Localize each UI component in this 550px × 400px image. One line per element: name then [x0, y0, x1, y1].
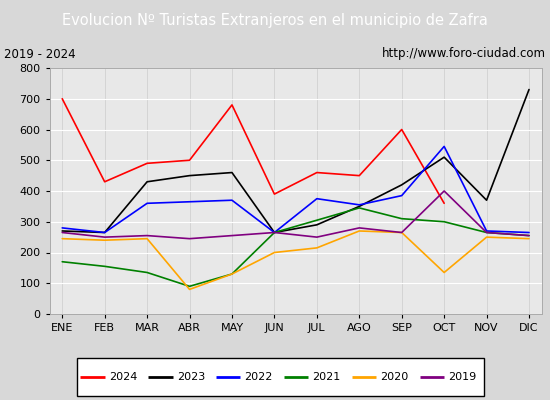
- Text: http://www.foro-ciudad.com: http://www.foro-ciudad.com: [382, 48, 546, 60]
- Text: 2024: 2024: [109, 372, 138, 382]
- Text: 2019 - 2024: 2019 - 2024: [4, 48, 76, 60]
- Text: 2022: 2022: [245, 372, 273, 382]
- Text: 2023: 2023: [177, 372, 205, 382]
- Text: Evolucion Nº Turistas Extranjeros en el municipio de Zafra: Evolucion Nº Turistas Extranjeros en el …: [62, 14, 488, 28]
- Text: 2020: 2020: [380, 372, 409, 382]
- Text: 2019: 2019: [448, 372, 476, 382]
- Text: 2021: 2021: [312, 372, 340, 382]
